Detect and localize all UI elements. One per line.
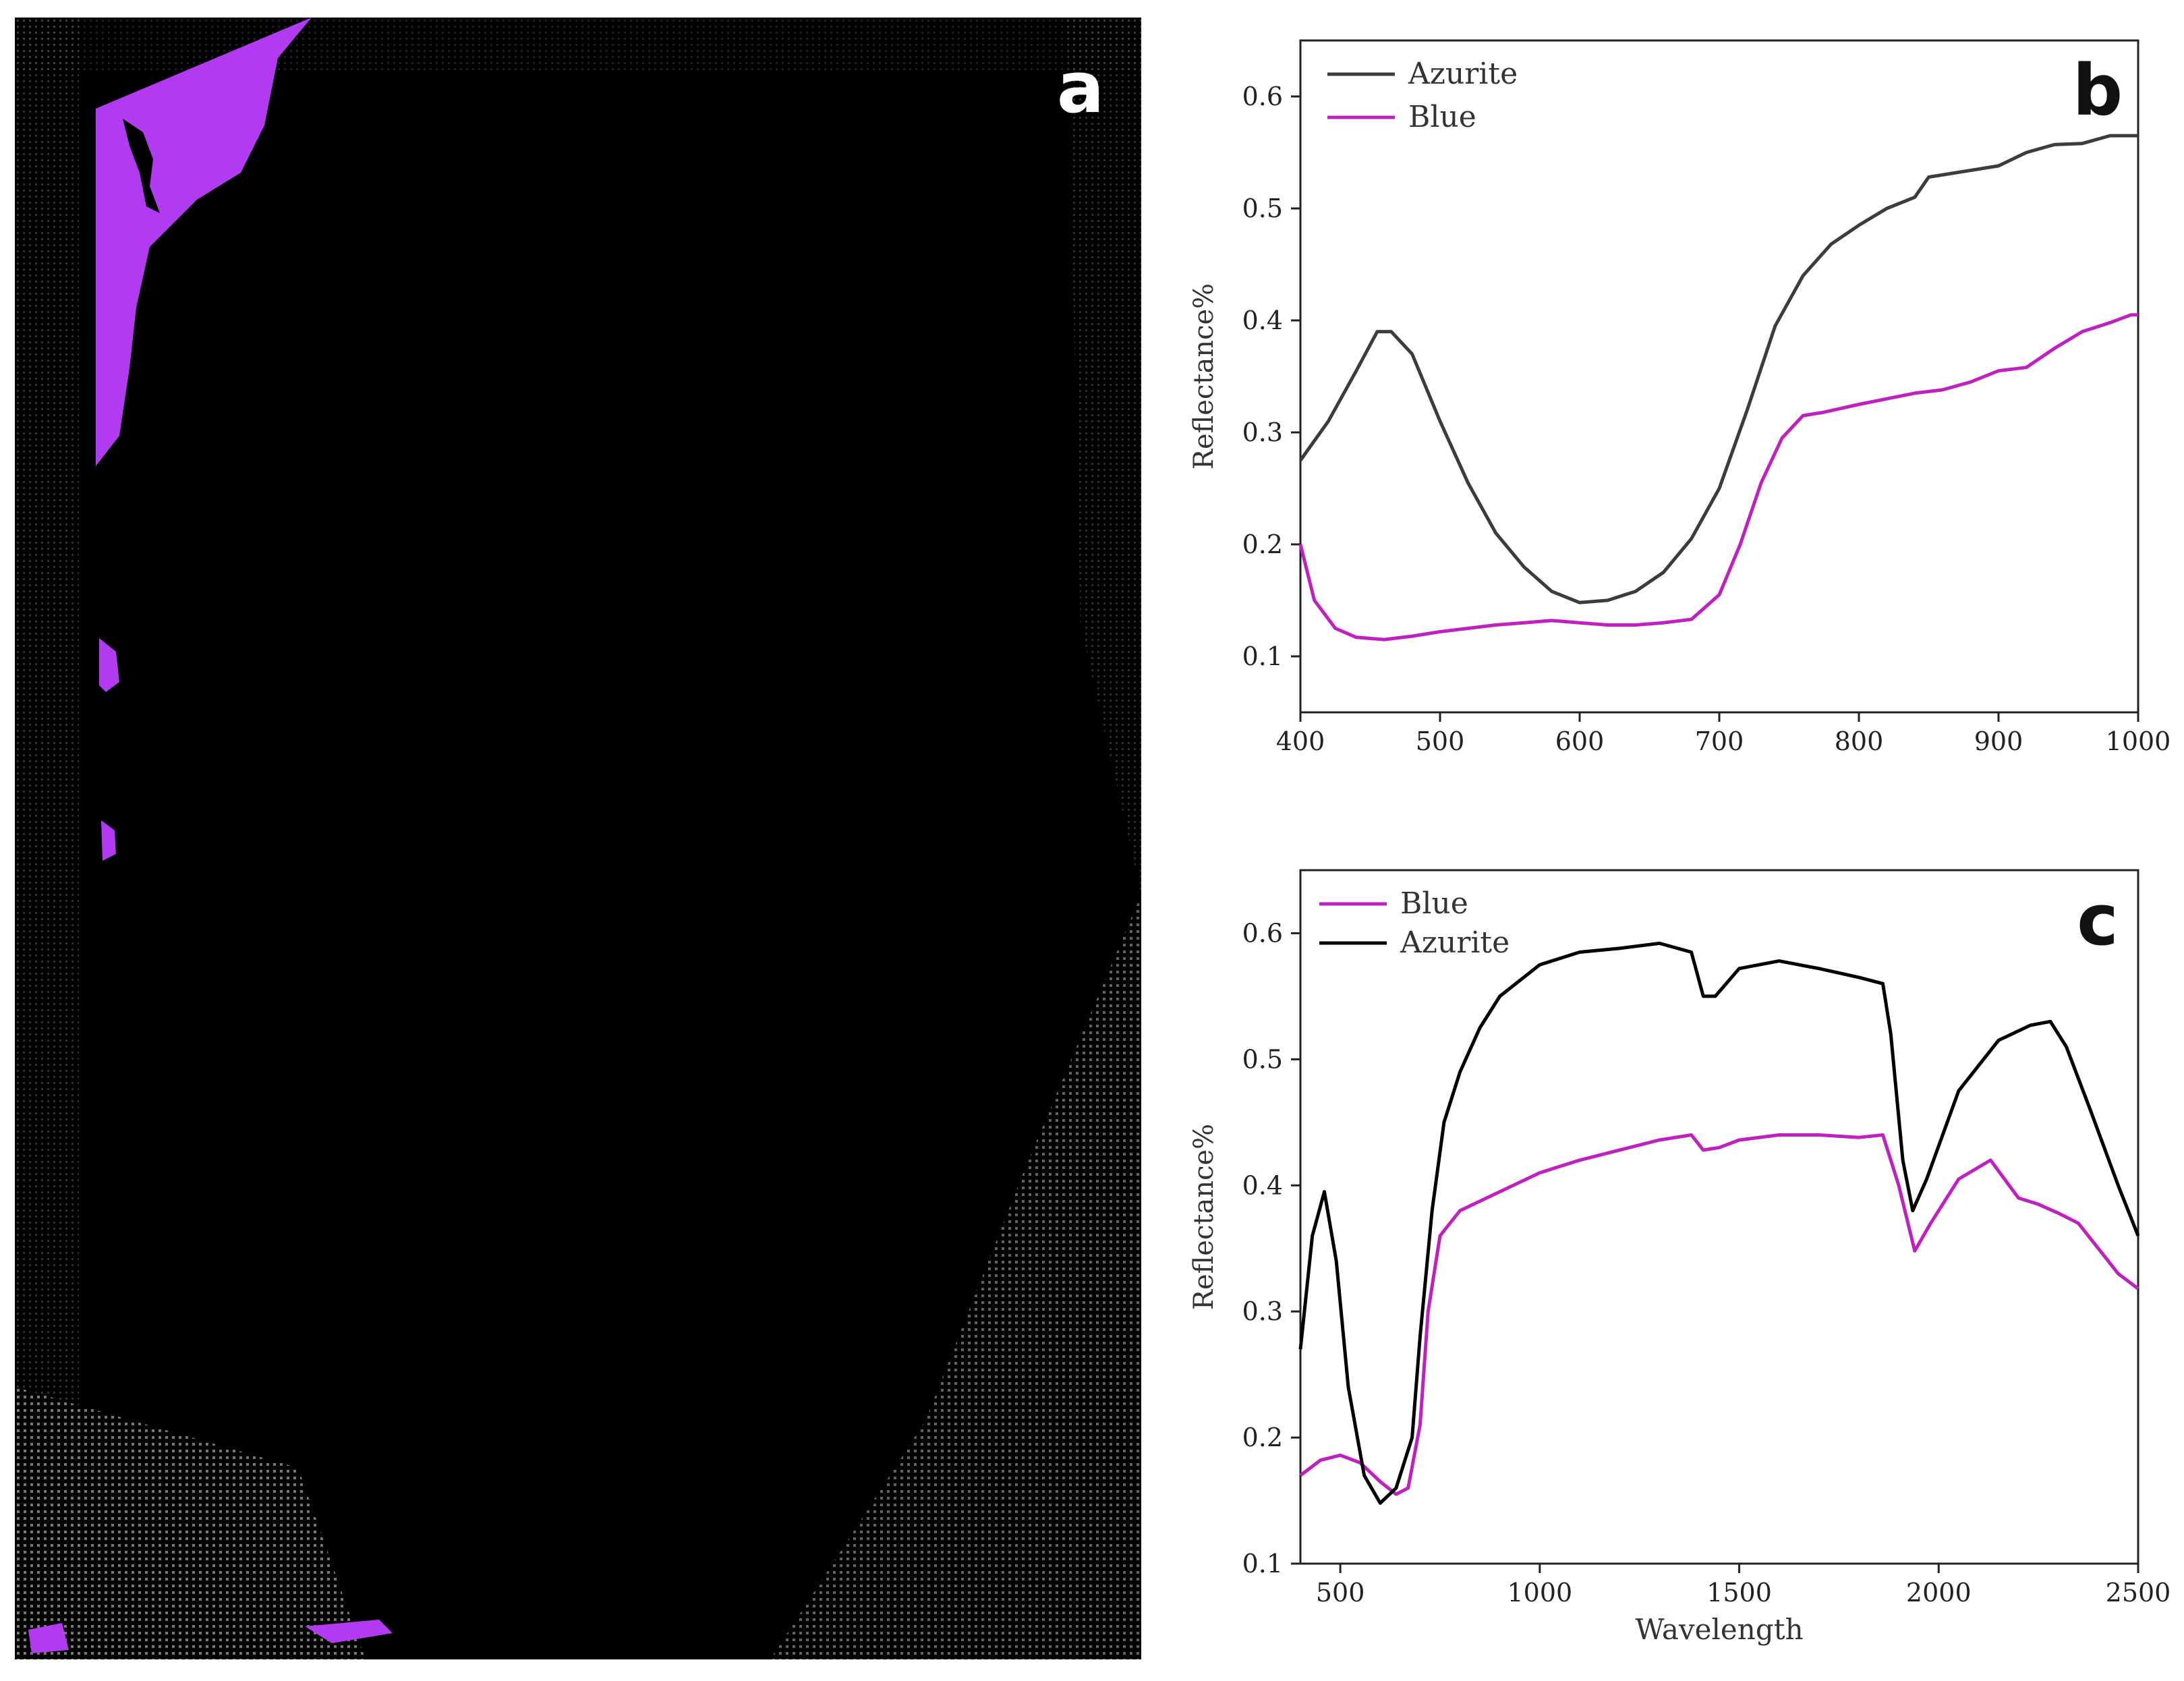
speckle-left-edge [15, 18, 79, 1659]
y-axis-label: Reflectance% [1188, 1124, 1219, 1310]
x-tick-label: 400 [1276, 726, 1325, 756]
mask-region-lower-left [101, 820, 116, 861]
y-tick-label: 0.2 [1242, 530, 1283, 559]
x-tick-label: 1000 [1507, 1578, 1572, 1607]
chart-b: 400 500 600 700 800 900 1000 0.1 0.2 0.3 0.4 0.5 0.6… [1187, 27, 2184, 796]
mapping-image: a [15, 18, 1141, 1659]
legend-label-blue: Blue [1400, 886, 1468, 921]
x-tick-label: 1000 [2106, 726, 2171, 756]
mask-region-mid-left [99, 638, 119, 692]
y-tick-label: 0.5 [1242, 1044, 1283, 1074]
x-tick-label: 900 [1974, 726, 2023, 756]
plot-frame [1299, 869, 2139, 1565]
y-tick-label: 0.3 [1242, 418, 1283, 447]
x-tick-label: 2500 [2106, 1578, 2171, 1607]
x-tick-label: 600 [1555, 726, 1605, 756]
panel-label-b: b [2073, 49, 2123, 132]
mask-region-corner [28, 1623, 69, 1653]
mask-crack [123, 119, 160, 213]
y-tick-label: 0.3 [1242, 1297, 1283, 1326]
y-tick-label: 0.5 [1242, 194, 1283, 223]
panel-label-c: c [2077, 879, 2119, 961]
legend-label-azurite: Azurite [1400, 925, 1510, 960]
speckle-top-edge [15, 18, 1141, 72]
x-tick-label: 1500 [1706, 1578, 1772, 1607]
mask-region-bottom [305, 1620, 393, 1643]
series-line-azurite [1298, 134, 2138, 604]
series-line-blue [1299, 1133, 2139, 1496]
y-tick-label: 0.6 [1242, 918, 1283, 948]
x-tick-label: 800 [1835, 726, 1884, 756]
speckle-bottom-right [770, 894, 1141, 1659]
mask-region-top-left [96, 18, 312, 466]
y-tick-label: 0.1 [1242, 642, 1283, 671]
y-tick-label: 0.1 [1242, 1549, 1283, 1578]
y-tick-label: 0.4 [1242, 306, 1283, 335]
y-tick-label: 0.6 [1242, 82, 1283, 111]
y-tick-label: 0.2 [1242, 1423, 1283, 1452]
x-tick-label: 700 [1695, 726, 1744, 756]
y-tick-label: 0.4 [1242, 1170, 1283, 1200]
legend-label-azurite: Azurite [1408, 57, 1518, 91]
chart-c: 500 1000 1500 2000 2500 0.1 0.2 0.3 0.4 0.5 0.6 Ref… [1187, 857, 2184, 1681]
panel-label-a: a [1057, 47, 1104, 129]
speckle-right-edge [1067, 18, 1141, 894]
legend-label-blue: Blue [1408, 100, 1476, 134]
y-axis-label: Reflectance% [1188, 283, 1219, 469]
x-tick-label: 2000 [1906, 1578, 1972, 1607]
x-axis-label: Wavelength [1635, 1613, 1803, 1646]
speckle-bottom-left [15, 1387, 366, 1659]
x-tick-label: 500 [1316, 1578, 1365, 1607]
x-tick-label: 500 [1416, 726, 1465, 756]
series-line-azurite [1298, 941, 2140, 1505]
series-line-blue [1298, 313, 2138, 642]
